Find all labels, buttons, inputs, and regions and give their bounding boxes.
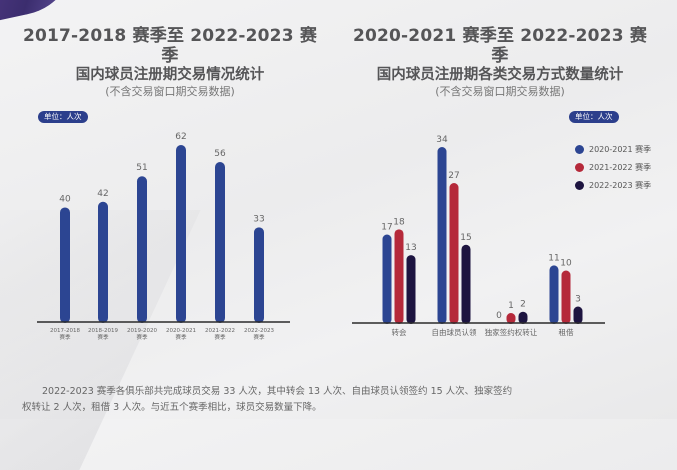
left-chart-title-block: 2017-2018 赛季至 2022-2023 赛季 国内球员注册期交易情况统计…	[20, 26, 320, 100]
right-bar-value-label: 10	[560, 259, 572, 269]
left-bar-value-label: 42	[97, 189, 108, 199]
left-bar	[176, 145, 186, 323]
right-bar	[394, 229, 404, 324]
left-x-tick-label-sub: 赛季	[97, 333, 109, 341]
right-chart-note: (不含交易窗口期交易数据)	[435, 85, 565, 98]
left-bar-value-label: 33	[253, 214, 264, 224]
caption-line-1: 2022-2023 赛季各俱乐部共完成球员交易 33 人次，其中转会 13 人次…	[42, 386, 513, 397]
right-bar	[449, 183, 459, 324]
left-x-tick-label-sub: 赛季	[59, 333, 71, 341]
legend-item: 2021-2022 赛季	[575, 158, 651, 176]
left-x-tick-label: 2017-2018	[50, 328, 80, 334]
left-bar-value-label: 62	[175, 132, 186, 142]
left-bar	[137, 176, 147, 323]
right-chart-legend: 2020-2021 赛季 2021-2022 赛季 2022-2023 赛季	[575, 140, 651, 194]
left-chart-title: 2017-2018 赛季至 2022-2023 赛季	[22, 26, 318, 66]
caption-line-2: 权转让 2 人次，租借 3 人次。与近五个赛季相比，球员交易数量下降。	[22, 402, 322, 413]
right-bar	[506, 313, 516, 324]
left-bar	[215, 162, 225, 323]
left-x-tick-label-sub: 赛季	[175, 333, 187, 341]
right-bar-value-label: 18	[393, 217, 405, 227]
left-bar-value-label: 51	[136, 163, 147, 173]
left-chart-note: (不含交易窗口期交易数据)	[105, 85, 235, 98]
right-bar	[382, 234, 392, 324]
legend-item: 2022-2023 赛季	[575, 176, 651, 194]
right-bar	[549, 265, 559, 324]
right-bar-value-label: 13	[405, 243, 416, 253]
summary-caption: 2022-2023 赛季各俱乐部共完成球员交易 33 人次，其中转会 13 人次…	[22, 384, 632, 416]
left-bar	[254, 227, 264, 323]
left-x-tick-label-sub: 赛季	[214, 333, 226, 341]
legend-swatch-icon	[575, 144, 584, 154]
left-x-tick-label: 2022-2023	[244, 328, 274, 334]
right-bar-value-label: 27	[448, 171, 459, 181]
right-bar	[406, 255, 416, 324]
right-x-tick-label: 独家签约权转让	[485, 327, 538, 337]
left-x-tick-label: 2018-2019	[88, 328, 118, 334]
left-bar-value-label: 40	[59, 194, 71, 204]
left-x-tick-label-sub: 赛季	[253, 333, 265, 341]
legend-label: 2021-2022 赛季	[589, 162, 652, 172]
right-bar-value-label: 1	[508, 301, 514, 311]
right-bar	[561, 270, 571, 324]
left-x-tick-label-sub: 赛季	[136, 333, 148, 341]
left-bar-value-label: 56	[214, 149, 226, 159]
legend-label: 2022-2023 赛季	[589, 180, 652, 190]
left-x-tick-label: 2020-2021	[166, 328, 196, 334]
right-chart-title-block: 2020-2021 赛季至 2022-2023 赛季 国内球员注册期各类交易方式…	[345, 26, 655, 100]
legend-label: 2020-2021 赛季	[589, 144, 652, 154]
right-bar-value-label: 34	[436, 135, 448, 145]
left-unit-badge: 单位：人次	[38, 111, 88, 123]
right-x-tick-label: 转会	[392, 327, 407, 337]
right-bar	[518, 311, 528, 324]
left-bar	[60, 207, 70, 323]
right-chart-subtitle: 国内球员注册期各类交易方式数量统计	[376, 67, 624, 83]
right-chart-title: 2020-2021 赛季至 2022-2023 赛季	[352, 26, 648, 66]
right-bar	[461, 244, 471, 324]
right-x-tick-label: 自由球员认领	[432, 327, 477, 337]
charts-canvas: 402017-2018赛季422018-2019赛季512019-2020赛季6…	[37, 132, 605, 341]
right-x-tick-label: 租借	[559, 327, 574, 337]
right-bar-value-label: 15	[460, 233, 471, 243]
right-bar-value-label: 11	[548, 253, 559, 263]
legend-swatch-icon	[575, 162, 584, 172]
left-x-tick-label: 2019-2020	[127, 328, 157, 334]
right-unit-badge: 单位：人次	[569, 111, 619, 123]
left-bar	[98, 201, 108, 323]
left-chart-subtitle: 国内球员注册期交易情况统计	[75, 67, 265, 83]
right-bar-value-label: 3	[575, 295, 581, 305]
legend-item: 2020-2021 赛季	[575, 140, 651, 158]
right-bar	[573, 306, 583, 324]
right-bar-value-label: 2	[520, 300, 526, 310]
left-x-tick-label: 2021-2022	[205, 328, 235, 334]
legend-swatch-icon	[575, 180, 584, 190]
right-bar-value-label: 17	[381, 223, 392, 233]
right-bar-value-label: 0	[496, 311, 502, 321]
right-bar	[437, 147, 447, 324]
